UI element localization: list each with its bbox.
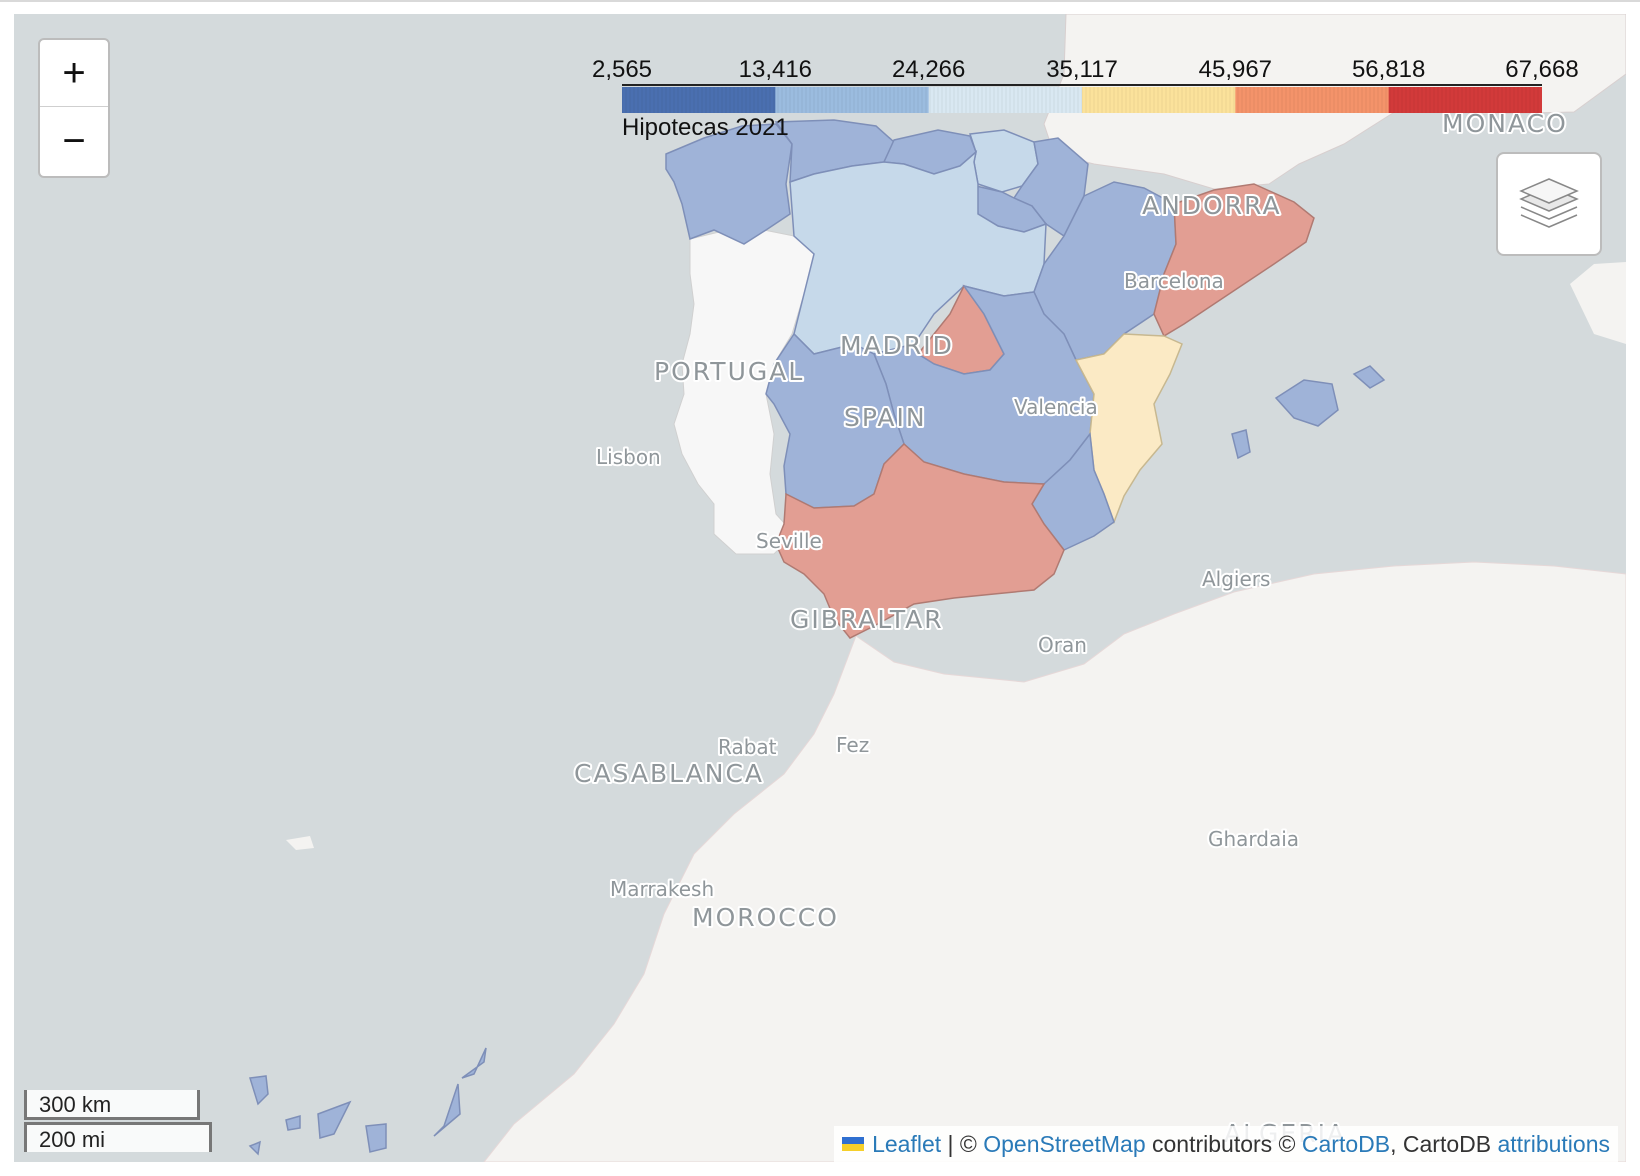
attributions-link[interactable]: attributions	[1497, 1130, 1610, 1157]
zoom-out-button[interactable]: −	[62, 118, 86, 163]
osm-link[interactable]: OpenStreetMap	[983, 1130, 1146, 1157]
legend-tick-label: 67,668	[1505, 56, 1579, 83]
legend: 2,565 13,416 24,266 35,117 45,967 56,818 67,66…	[574, 38, 1614, 148]
label-morocco: MOROCCO	[692, 903, 839, 932]
label-gibraltar: GIBRALTAR	[790, 605, 944, 634]
legend-tick-label: 24,266	[891, 56, 966, 83]
region-andalucia[interactable]	[775, 442, 1065, 639]
cartodb-link[interactable]: CartoDB	[1301, 1130, 1391, 1157]
label-rabat: Rabat	[718, 735, 777, 759]
label-lisbon: Lisbon	[596, 445, 661, 469]
label-portugal: PORTUGAL	[654, 357, 804, 386]
label-algiers: Algiers	[1202, 567, 1270, 591]
region-canarias[interactable]	[248, 1047, 487, 1156]
attribution-sep: | ©	[947, 1130, 977, 1157]
region-galicia[interactable]	[665, 123, 793, 245]
legend-color-segment	[1082, 87, 1236, 113]
legend-color-segment	[622, 87, 776, 113]
zoom-in-button[interactable]: +	[40, 40, 108, 107]
label-oran: Oran	[1038, 633, 1087, 657]
zoom-control: + −	[38, 38, 110, 178]
scale-km: 300 km	[24, 1090, 200, 1120]
legend-tick-label: 2,565	[591, 56, 653, 83]
label-valencia: Valencia	[1014, 395, 1098, 419]
label-madrid: MADRID	[840, 331, 954, 360]
attribution: Leaflet | © OpenStreetMap contributors ©…	[834, 1126, 1618, 1162]
legend-color-segment	[1388, 87, 1542, 113]
legend-tick-label: 56,818	[1351, 56, 1426, 83]
corsica-sardinia-land	[1570, 262, 1626, 344]
label-andorra: ANDORRA	[1142, 191, 1282, 220]
scale-mi: 200 mi	[24, 1122, 212, 1152]
layers-icon	[1519, 178, 1579, 228]
label-barcelona: Barcelona	[1124, 269, 1224, 293]
legend-color-segment	[928, 87, 1083, 113]
legend-color-bar	[622, 84, 1542, 113]
legend-color-segment	[775, 87, 930, 113]
region-baleares[interactable]	[1231, 365, 1386, 460]
leaflet-link[interactable]: Leaflet	[872, 1130, 942, 1157]
legend-tick-label: 13,416	[738, 56, 813, 83]
region-cataluna[interactable]	[1153, 183, 1315, 338]
label-marrakesh: Marrakesh	[610, 877, 714, 901]
basemap[interactable]: PORTUGAL SPAIN MOROCCO ANDORRA MONACO GI…	[14, 14, 1626, 1162]
layers-control-button[interactable]	[1496, 152, 1602, 256]
label-fez: Fez	[836, 733, 869, 757]
label-seville: Seville	[756, 529, 822, 553]
legend-color-segment	[1235, 87, 1390, 113]
top-border	[0, 0, 1640, 2]
legend-tick-label: 45,967	[1198, 56, 1273, 83]
map-container[interactable]: PORTUGAL SPAIN MOROCCO ANDORRA MONACO GI…	[14, 14, 1626, 1162]
ukraine-flag-icon	[842, 1137, 865, 1151]
label-ghardaia: Ghardaia	[1208, 827, 1299, 851]
legend-title: Hipotecas 2021	[622, 114, 789, 141]
madeira	[286, 836, 314, 850]
legend-tick-label: 35,117	[1046, 56, 1118, 83]
label-spain: SPAIN	[844, 403, 927, 432]
africa-land	[483, 561, 1626, 1162]
attribution-contributors: contributors ©	[1152, 1130, 1296, 1157]
label-casablanca: CASABLANCA	[574, 759, 764, 788]
attribution-cartodb: , CartoDB	[1390, 1130, 1492, 1157]
